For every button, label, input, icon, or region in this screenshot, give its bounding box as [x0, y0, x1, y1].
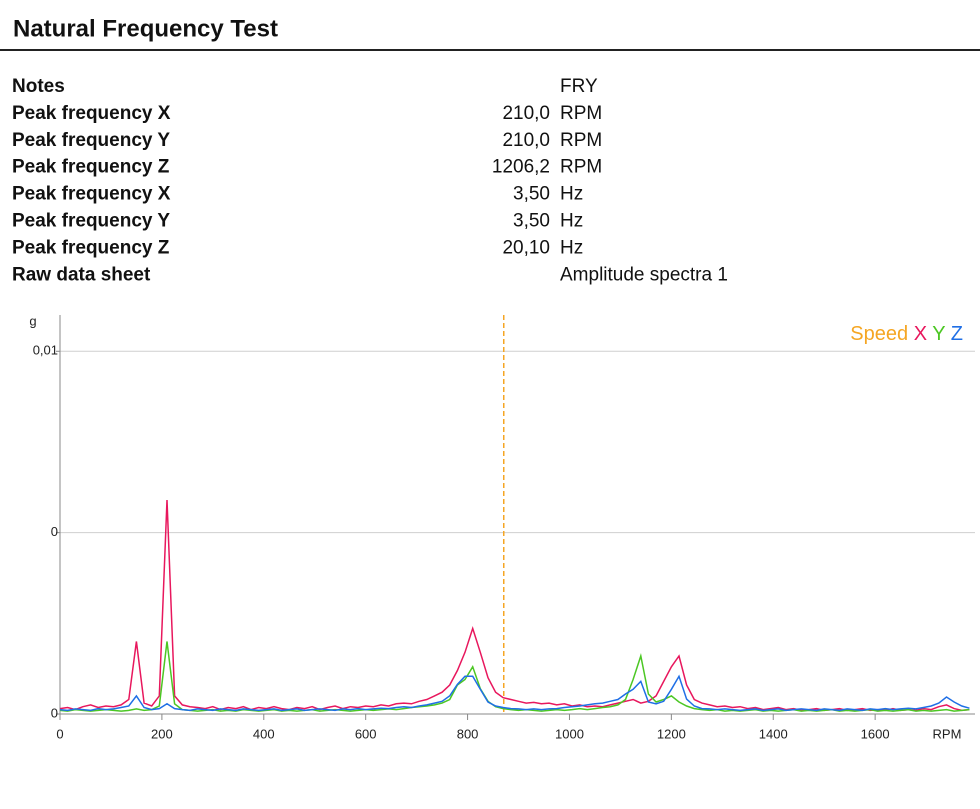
field-label: Peak frequency Z [12, 157, 170, 178]
fields: Notes FRY Peak frequency X 210,0 RPM Peak fre… [12, 76, 728, 285]
field-label: Peak frequency X [12, 103, 171, 124]
x-tick-label: 1200 [657, 726, 686, 741]
x-tick-label: 0 [56, 726, 63, 741]
y-tick-label: 0,01 [33, 343, 58, 358]
field-unit: RPM [560, 103, 602, 124]
series-line [59, 674, 970, 712]
legend-entry: X [914, 323, 927, 345]
field-label: Peak frequency X [12, 184, 171, 205]
series-line [59, 499, 970, 712]
field-unit: RPM [560, 157, 602, 178]
field-value: 20,10 [502, 237, 550, 258]
x-axis-label: RPM [933, 726, 962, 741]
field-value: 3,50 [513, 184, 550, 205]
x-tick-label: 600 [355, 726, 377, 741]
field-value: 210,0 [502, 103, 550, 124]
x-tick-label: 1400 [759, 726, 788, 741]
field-label: Peak frequency Z [12, 237, 170, 258]
legend: Speed X Y Z [850, 323, 963, 345]
chart: 0 0 0,01 g 0 200 400 600 800 1000 1200 1400 1600 RPM S… [29, 313, 975, 741]
x-tick-label: 400 [253, 726, 275, 741]
y-axis-label: g [29, 313, 36, 328]
field-label: Notes [12, 76, 65, 97]
y-tick-label: 0 [51, 524, 58, 539]
x-tick-label: 200 [151, 726, 173, 741]
legend-entry: Speed [850, 323, 908, 345]
field-value: 1206,2 [492, 157, 550, 178]
legend-entry: Z [951, 323, 963, 345]
x-tick-label: 1000 [555, 726, 584, 741]
x-tick-label: 800 [457, 726, 479, 741]
field-unit: Hz [560, 237, 583, 258]
field-value: 210,0 [502, 130, 550, 151]
field-label: Raw data sheet [12, 264, 151, 285]
field-value: Amplitude spectra 1 [560, 264, 728, 285]
x-tick-label: 1600 [861, 726, 890, 741]
field-value: FRY [560, 76, 598, 97]
field-value: 3,50 [513, 211, 550, 232]
y-tick-label: 0 [51, 705, 58, 720]
field-unit: RPM [560, 130, 602, 151]
field-unit: Hz [560, 184, 583, 205]
field-unit: Hz [560, 211, 583, 232]
field-label: Peak frequency Y [12, 211, 170, 232]
legend-entry: Y [932, 323, 945, 345]
field-label: Peak frequency Y [12, 130, 170, 151]
report-title: Natural Frequency Test [13, 15, 278, 42]
